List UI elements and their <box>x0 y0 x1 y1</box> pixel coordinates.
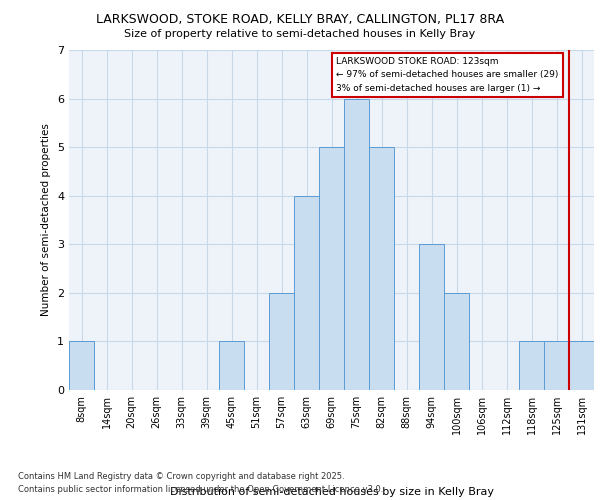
Bar <box>569 342 594 390</box>
X-axis label: Distribution of semi-detached houses by size in Kelly Bray: Distribution of semi-detached houses by … <box>170 487 493 497</box>
Bar <box>544 342 569 390</box>
Bar <box>519 342 544 390</box>
Bar <box>294 196 319 390</box>
Bar <box>419 244 444 390</box>
Bar <box>69 342 94 390</box>
Bar <box>444 293 469 390</box>
Text: LARKSWOOD, STOKE ROAD, KELLY BRAY, CALLINGTON, PL17 8RA: LARKSWOOD, STOKE ROAD, KELLY BRAY, CALLI… <box>96 12 504 26</box>
Text: Contains public sector information licensed under the Open Government Licence v3: Contains public sector information licen… <box>18 485 383 494</box>
Text: Contains HM Land Registry data © Crown copyright and database right 2025.: Contains HM Land Registry data © Crown c… <box>18 472 344 481</box>
Y-axis label: Number of semi-detached properties: Number of semi-detached properties <box>41 124 52 316</box>
Bar <box>219 342 244 390</box>
Bar <box>269 293 294 390</box>
Bar <box>344 98 369 390</box>
Text: Size of property relative to semi-detached houses in Kelly Bray: Size of property relative to semi-detach… <box>124 29 476 39</box>
Bar <box>319 147 344 390</box>
Text: LARKSWOOD STOKE ROAD: 123sqm
← 97% of semi-detached houses are smaller (29)
3% o: LARKSWOOD STOKE ROAD: 123sqm ← 97% of se… <box>337 58 559 92</box>
Bar <box>369 147 394 390</box>
